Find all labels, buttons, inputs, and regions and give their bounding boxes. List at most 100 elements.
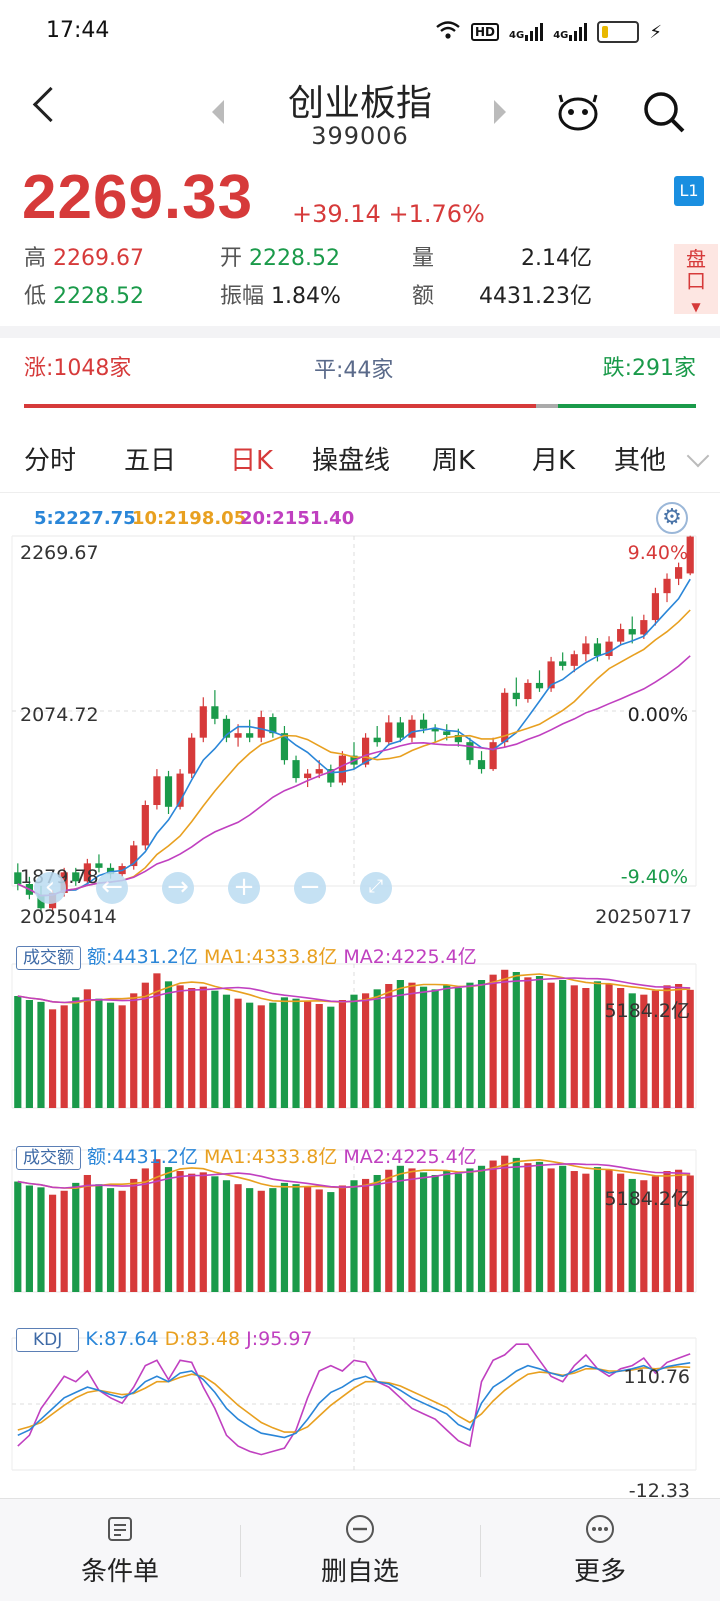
- tab-other[interactable]: 其他: [614, 446, 667, 476]
- candle-body: [570, 654, 578, 666]
- tab-trade-line[interactable]: 操盘线: [312, 446, 391, 476]
- page-title: 创业板指: [287, 83, 432, 124]
- volume-bar: [95, 1184, 103, 1292]
- breadth-bar-flat: [536, 404, 558, 408]
- volume-bar: [512, 1157, 520, 1292]
- zoom-out-icon[interactable]: −: [294, 872, 326, 904]
- stat-open-value: 2228.52: [249, 246, 340, 271]
- next-index-icon[interactable]: [494, 100, 506, 124]
- volume-bar: [25, 1185, 33, 1292]
- section-divider: [0, 326, 720, 338]
- more-dots-icon: [586, 1515, 614, 1543]
- charging-icon: ⚡: [649, 21, 662, 43]
- volume-bar: [431, 1174, 439, 1292]
- volume-bar: [222, 994, 231, 1108]
- stat-amp-value: 1.84%: [271, 284, 341, 309]
- zoom-in-icon[interactable]: +: [228, 872, 260, 904]
- collapse-icon[interactable]: ‹: [34, 872, 66, 904]
- pankou-button[interactable]: 盘口 ▼: [674, 244, 718, 314]
- more-label: 更多: [573, 1557, 626, 1587]
- candle-body: [257, 717, 265, 738]
- remove-watchlist-button[interactable]: 删自选: [240, 1499, 480, 1601]
- volume-bar: [593, 1167, 602, 1292]
- bottom-toolbar: 条件单 删自选 更多: [0, 1498, 720, 1601]
- settings-gear-icon[interactable]: ⚙: [656, 502, 688, 534]
- volume-bar: [559, 1165, 567, 1292]
- volume-bar: [373, 1174, 381, 1292]
- tab-weekly-k[interactable]: 周K: [432, 446, 476, 476]
- condition-order-button[interactable]: 条件单: [0, 1499, 240, 1601]
- candle-body: [14, 872, 22, 885]
- candle-body: [431, 728, 439, 732]
- candle-body: [466, 742, 474, 761]
- volume-bar: [280, 1182, 289, 1292]
- candle-body: [222, 718, 231, 738]
- volume-bar: [72, 1182, 80, 1292]
- volume-bar: [512, 972, 520, 1108]
- volume-bar: [72, 997, 80, 1108]
- volume-bar: [605, 984, 613, 1108]
- candle-body: [315, 769, 323, 774]
- volume-bar: [617, 1173, 625, 1292]
- candle-body: [199, 706, 207, 738]
- candle-body: [535, 682, 544, 689]
- volume-bar: [257, 1190, 265, 1292]
- kline-chart[interactable]: [0, 530, 720, 1498]
- volume-bar: [164, 1167, 173, 1292]
- breadth-down: 跌:291家: [602, 356, 696, 381]
- volume-bar: [130, 993, 138, 1108]
- volume-bar: [199, 986, 207, 1108]
- volume-bar: [419, 1172, 428, 1292]
- candle-body: [675, 567, 683, 579]
- volume-pane-2-tag[interactable]: 成交额: [16, 1146, 81, 1170]
- candle-body: [419, 719, 428, 729]
- breadth-flat: 平:44家: [314, 358, 394, 383]
- breadth-up: 涨:1048家: [24, 356, 132, 381]
- change-value: +39.14: [292, 200, 381, 228]
- tab-timeshare[interactable]: 分时: [24, 446, 77, 476]
- volume-bar: [361, 1178, 370, 1292]
- candle-body: [593, 643, 602, 656]
- fullscreen-icon[interactable]: ⤢: [360, 872, 392, 904]
- volume-pane-1-tag[interactable]: 成交额: [16, 946, 81, 970]
- tab-five-day[interactable]: 五日: [124, 446, 177, 476]
- volume-bar: [211, 990, 219, 1108]
- prev-index-icon[interactable]: [212, 100, 224, 124]
- tab-daily-k[interactable]: 日K: [230, 446, 274, 476]
- volume-bar: [48, 1009, 57, 1108]
- volume-bar: [570, 985, 578, 1108]
- ma5-legend: 5:2227.75: [34, 508, 136, 529]
- more-button[interactable]: 更多: [480, 1499, 720, 1601]
- change-pct: +1.76%: [388, 200, 485, 228]
- volume-bar: [559, 980, 567, 1108]
- candle-body: [617, 629, 625, 642]
- signal-icon-2: 4G: [553, 23, 588, 41]
- kdj-tag[interactable]: KDJ: [16, 1328, 80, 1352]
- volume-bar: [234, 998, 242, 1108]
- tab-monthly-k[interactable]: 月K: [532, 446, 576, 476]
- kdj-j: J:95.97: [246, 1328, 313, 1350]
- left-arrow-icon[interactable]: ←: [96, 872, 128, 904]
- volume-bar: [651, 1176, 660, 1292]
- candle-body: [361, 737, 370, 765]
- candle-body: [83, 863, 91, 882]
- candle-body: [396, 722, 404, 738]
- volume-bar: [361, 993, 370, 1108]
- search-icon[interactable]: [642, 90, 686, 138]
- volume-bar: [570, 1171, 578, 1292]
- stat-amp-label: 振幅: [220, 284, 265, 309]
- kdj-min: -12.33: [628, 1480, 690, 1502]
- bottom-separator-1: [240, 1525, 241, 1577]
- candle-body: [373, 737, 381, 743]
- candle-body: [153, 776, 161, 806]
- battery-icon: [597, 21, 640, 43]
- candle-body: [454, 734, 462, 743]
- volume-bar: [199, 1172, 207, 1292]
- right-arrow-icon[interactable]: →: [162, 872, 194, 904]
- level-badge[interactable]: L1: [674, 176, 704, 206]
- volume-bar: [466, 1168, 474, 1292]
- stat-vol-value: 2.14亿: [521, 246, 592, 271]
- volume-bar: [269, 1002, 277, 1108]
- robot-icon[interactable]: [556, 92, 600, 136]
- volume-bar: [396, 980, 404, 1108]
